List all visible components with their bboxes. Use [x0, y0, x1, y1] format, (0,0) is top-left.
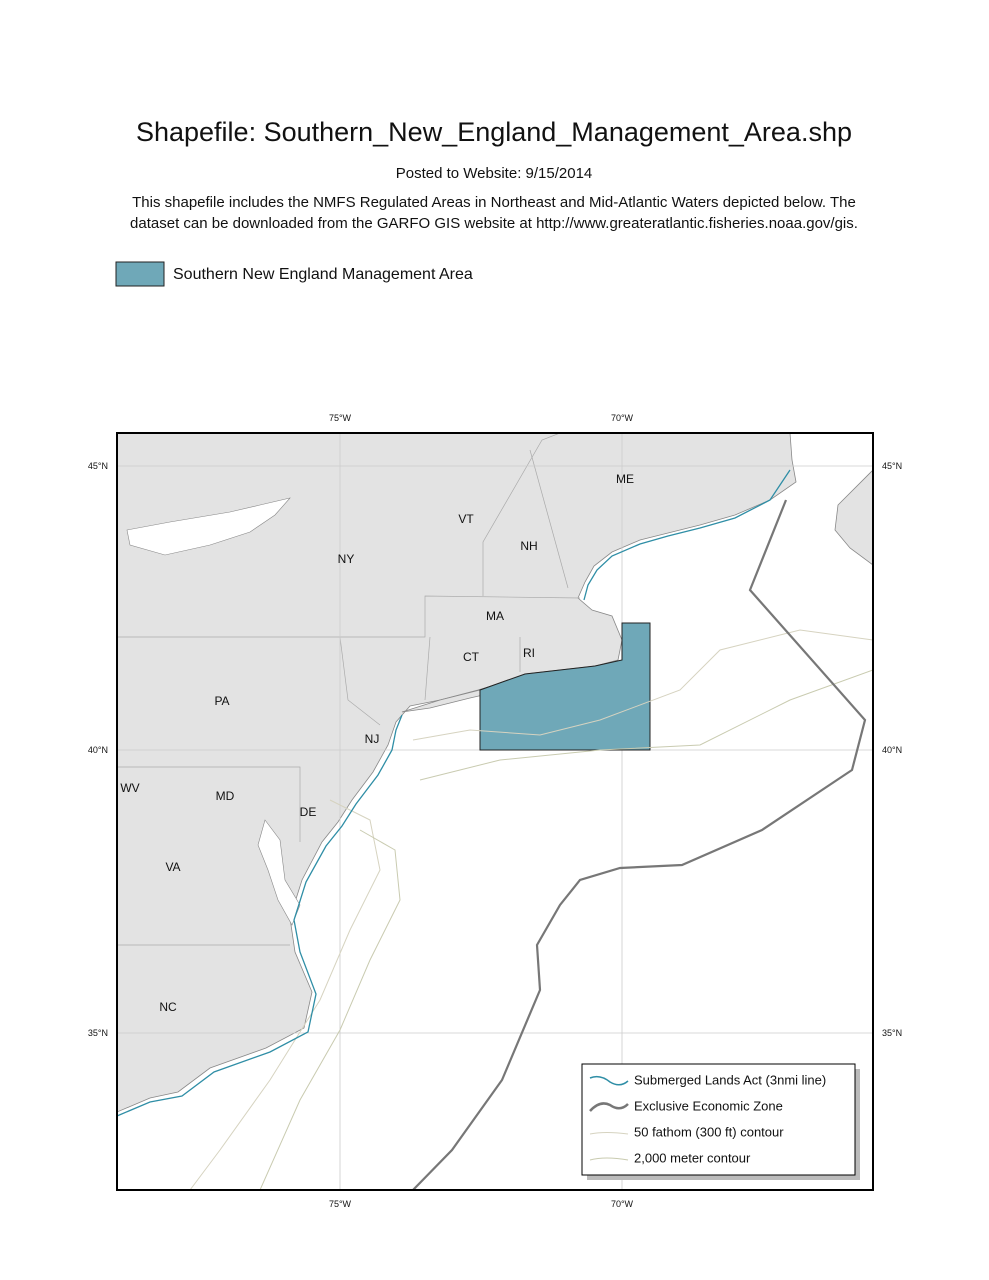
map-shape: [259, 829, 401, 1190]
graticule-label: 75°W: [329, 413, 352, 423]
legend-symbol: [589, 1102, 629, 1112]
state-label: NC: [159, 1000, 177, 1014]
legend-label: 50 fathom (300 ft) contour: [634, 1124, 784, 1139]
state-label: CT: [463, 650, 480, 664]
map-shape: [339, 636, 381, 726]
map-shape: [412, 499, 867, 1190]
graticule-label: 75°W: [329, 1199, 352, 1209]
map-shape: [189, 799, 381, 1190]
state-label: MA: [486, 609, 504, 623]
state-label: VA: [165, 860, 180, 874]
state-label: MD: [216, 789, 235, 803]
map-shape: [482, 433, 561, 596]
legend-label: 2,000 meter contour: [634, 1150, 751, 1165]
map-shape: [117, 714, 403, 1117]
graticule-label: 40°N: [882, 745, 902, 755]
state-label: ME: [616, 472, 634, 486]
map-shape: [529, 449, 569, 589]
map-shape: [419, 669, 873, 781]
map-shape: [583, 469, 791, 601]
map-shape: [424, 636, 431, 701]
graticule-label: 40°N: [88, 745, 108, 755]
graticule-label: 35°N: [88, 1028, 108, 1038]
legend-label: Submerged Lands Act (3nmi line): [634, 1072, 826, 1087]
map-shape: [257, 819, 301, 926]
map-shape: [834, 469, 873, 566]
title: Shapefile: Southern_New_England_Manageme…: [136, 117, 852, 147]
area-swatch: [115, 261, 165, 287]
legend-symbol: [589, 1157, 629, 1161]
map-shape: [117, 766, 301, 842]
map-group: Submerged Lands Act (3nmi line) Exclusiv…: [634, 1072, 826, 1165]
state-label: NJ: [365, 732, 380, 746]
map-group: [117, 433, 581, 946]
map-group: ME VT NH NY MA CT RI PA NJ WV MD DE VA N…: [120, 472, 634, 1014]
map-group: 75°W 70°W 75°W 70°W 45°N 40°N 35°N 45°N …: [88, 413, 902, 1209]
graticule-label: 35°N: [882, 1028, 902, 1038]
legend-symbol: [589, 1132, 629, 1135]
state-label: DE: [300, 805, 317, 819]
legend-box: [581, 1063, 856, 1176]
state-label: WV: [120, 781, 139, 795]
area-legend-label: Southern New England Management Area: [173, 266, 473, 283]
state-label: VT: [458, 512, 474, 526]
map-shape: [126, 497, 291, 556]
legend-symbol: [589, 1075, 629, 1086]
graticule-label: 45°N: [882, 461, 902, 471]
state-label: NY: [338, 552, 355, 566]
legend-label: Exclusive Economic Zone: [634, 1098, 783, 1113]
map-shape: [479, 622, 651, 751]
graticule-label: 70°W: [611, 413, 634, 423]
description-line: dataset can be downloaded from the GARFO…: [130, 215, 858, 232]
graticule-label: 70°W: [611, 1199, 634, 1209]
state-label: RI: [523, 646, 535, 660]
state-label: PA: [214, 694, 229, 708]
description-line: This shapefile includes the NMFS Regulat…: [132, 194, 856, 211]
state-label: NH: [520, 539, 537, 553]
map-shape: [412, 629, 873, 741]
map-frame: [116, 432, 874, 1191]
graticule-label: 45°N: [88, 461, 108, 471]
posted-date: Posted to Website: 9/15/2014: [396, 165, 593, 182]
map-shape: [117, 595, 581, 638]
